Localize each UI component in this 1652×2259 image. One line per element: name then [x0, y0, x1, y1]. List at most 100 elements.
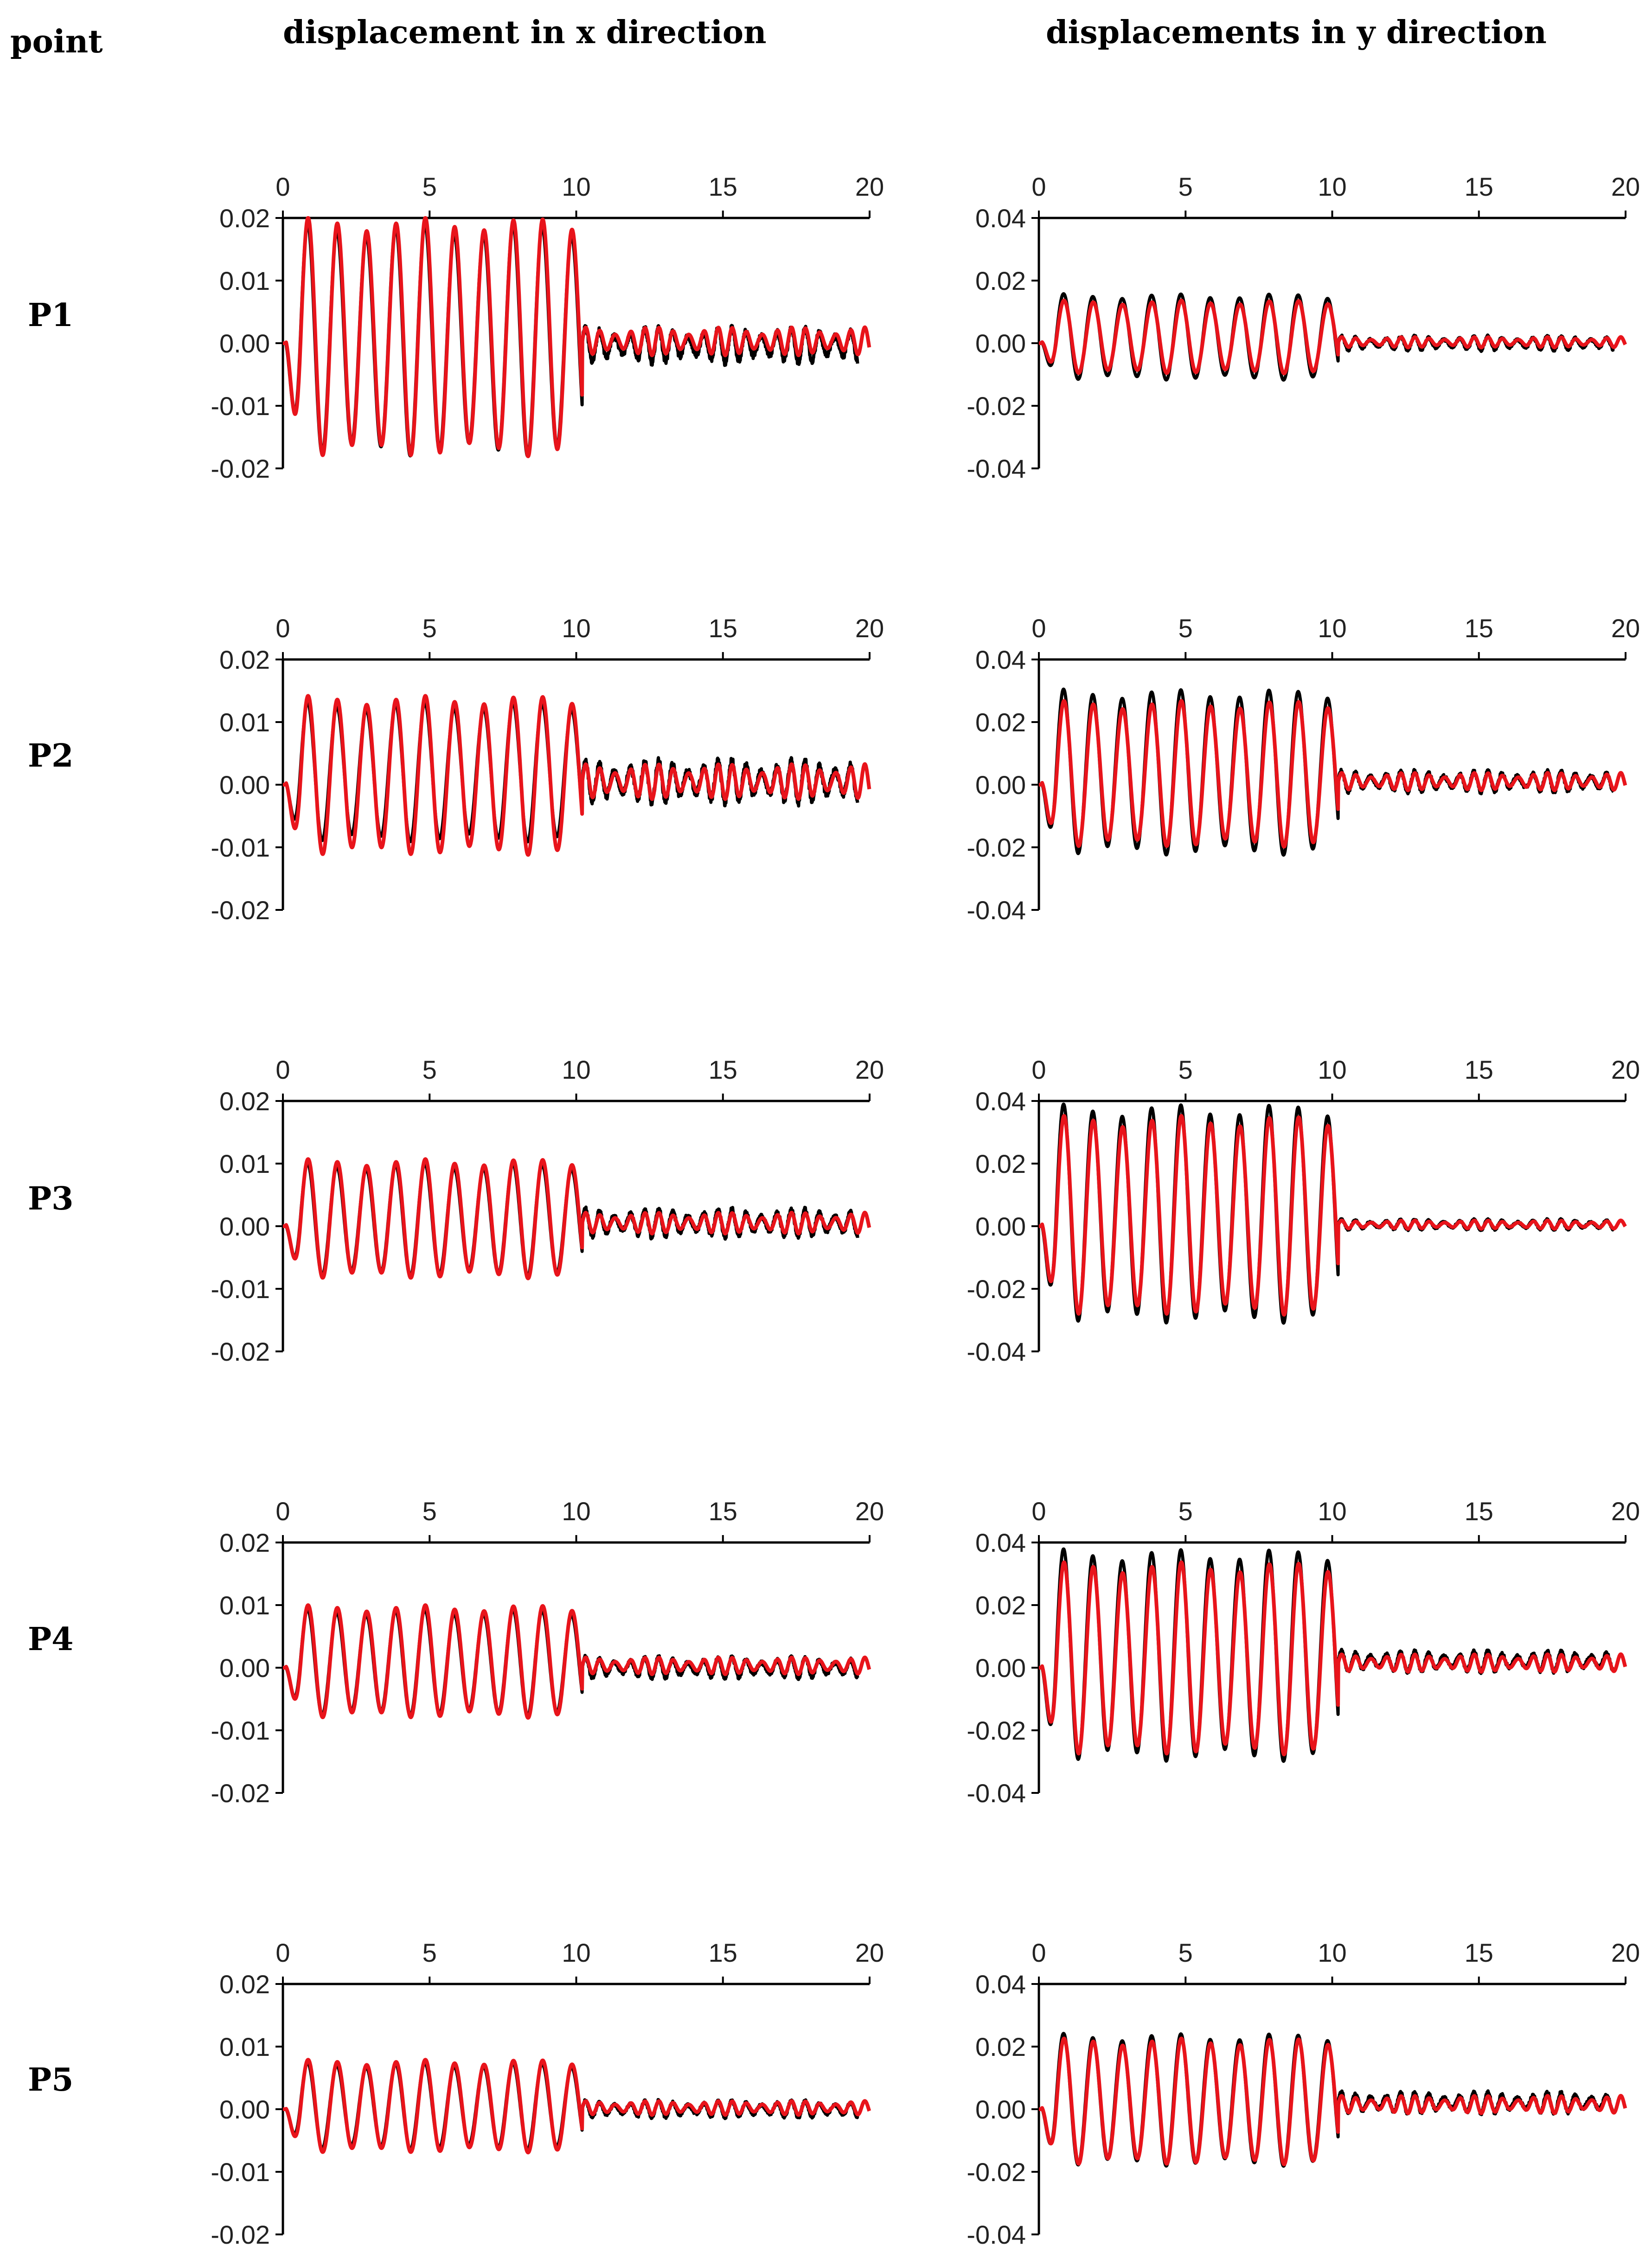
- series-simulated-p5-y: [1037, 2036, 1627, 2166]
- y-tick-label-p1-x: 0.01: [219, 266, 270, 295]
- y-tick-label-p4-y: 0.00: [975, 1653, 1026, 1683]
- y-tick-label-p4-y: -0.04: [967, 1779, 1026, 1808]
- x-tick-label-p1-y: 0: [1031, 172, 1046, 201]
- y-tick-label-p4-x: 0.02: [219, 1528, 270, 1557]
- series-simulated-p4-x: [281, 1603, 871, 1720]
- x-tick-label-p4-x: 15: [709, 1497, 737, 1526]
- y-tick-label-p2-x: 0.01: [219, 708, 270, 737]
- x-tick-label-p4-x: 0: [275, 1497, 290, 1526]
- y-tick-label-p4-y: 0.04: [975, 1528, 1026, 1557]
- y-tick-label-p5-x: 0.02: [219, 1970, 270, 1999]
- x-tick-label-p1-x: 5: [423, 172, 437, 201]
- x-tick-label-p2-y: 15: [1465, 614, 1493, 643]
- x-tick-label-p2-y: 20: [1611, 614, 1640, 643]
- x-tick-label-p2-y: 5: [1178, 614, 1193, 643]
- row-label-p5: P5: [28, 2061, 74, 2099]
- x-tick-label-p4-y: 10: [1318, 1497, 1346, 1526]
- y-tick-label-p5-y: 0.00: [975, 2095, 1026, 2124]
- y-tick-label-p1-x: 0.00: [219, 329, 270, 358]
- y-tick-label-p4-y: -0.02: [967, 1716, 1026, 1745]
- x-tick-label-p2-y: 10: [1318, 614, 1346, 643]
- series-simulated-p2-y: [1037, 699, 1627, 849]
- series-simulated-p1-y: [1037, 298, 1627, 376]
- series-simulated-p4-y: [1037, 1560, 1627, 1757]
- x-tick-label-p2-y: 0: [1031, 614, 1046, 643]
- y-tick-label-p1-y: 0.02: [975, 266, 1026, 295]
- y-tick-label-p2-y: -0.04: [967, 896, 1026, 925]
- y-tick-label-p1-x: 0.02: [219, 204, 270, 233]
- header-x-direction: displacement in x direction: [283, 14, 767, 51]
- row-label-p3: P3: [28, 1180, 74, 1217]
- x-tick-label-p2-x: 20: [855, 614, 884, 643]
- series-simulated-p1-x: [281, 216, 871, 458]
- y-tick-label-p3-y: -0.02: [967, 1274, 1026, 1304]
- x-tick-label-p5-y: 20: [1611, 1938, 1640, 1967]
- y-tick-label-p2-x: 0.00: [219, 770, 270, 800]
- y-tick-label-p3-x: -0.01: [211, 1274, 270, 1304]
- row-label-p2: P2: [28, 737, 74, 774]
- x-tick-label-p2-x: 15: [709, 614, 737, 643]
- x-tick-label-p4-x: 10: [562, 1497, 590, 1526]
- x-tick-label-p5-x: 0: [275, 1938, 290, 1967]
- x-tick-label-p5-y: 0: [1031, 1938, 1046, 1967]
- x-tick-label-p1-y: 20: [1611, 172, 1640, 201]
- y-tick-label-p4-x: 0.01: [219, 1591, 270, 1620]
- x-tick-label-p4-x: 5: [423, 1497, 437, 1526]
- x-tick-label-p2-x: 5: [423, 614, 437, 643]
- x-tick-label-p1-y: 15: [1465, 172, 1493, 201]
- x-tick-label-p5-x: 15: [709, 1938, 737, 1967]
- y-tick-label-p2-y: 0.02: [975, 708, 1026, 737]
- row-label-p1: P1: [28, 297, 74, 334]
- y-tick-label-p5-x: -0.01: [211, 2157, 270, 2187]
- x-tick-label-p3-x: 5: [423, 1055, 437, 1084]
- x-tick-label-p1-x: 10: [562, 172, 590, 201]
- x-tick-label-p4-x: 20: [855, 1497, 884, 1526]
- x-tick-label-p5-x: 20: [855, 1938, 884, 1967]
- y-tick-label-p3-x: 0.00: [219, 1212, 270, 1241]
- series-simulated-p5-x: [281, 2058, 871, 2155]
- x-tick-label-p4-y: 0: [1031, 1497, 1046, 1526]
- x-tick-label-p4-y: 15: [1465, 1497, 1493, 1526]
- y-tick-label-p3-x: 0.02: [219, 1087, 270, 1116]
- y-tick-label-p5-x: 0.00: [219, 2095, 270, 2124]
- x-tick-label-p3-x: 10: [562, 1055, 590, 1084]
- y-tick-label-p2-x: 0.02: [219, 645, 270, 674]
- y-tick-label-p4-x: 0.00: [219, 1653, 270, 1683]
- x-tick-label-p1-y: 10: [1318, 172, 1346, 201]
- x-tick-label-p5-x: 10: [562, 1938, 590, 1967]
- y-tick-label-p1-y: -0.02: [967, 391, 1026, 421]
- y-tick-label-p2-x: -0.01: [211, 833, 270, 862]
- header-y-direction: displacements in y direction: [1046, 14, 1547, 51]
- x-tick-label-p3-x: 15: [709, 1055, 737, 1084]
- y-tick-label-p3-x: 0.01: [219, 1149, 270, 1178]
- x-tick-label-p1-y: 5: [1178, 172, 1193, 201]
- x-tick-label-p3-x: 20: [855, 1055, 884, 1084]
- x-tick-label-p1-x: 20: [855, 172, 884, 201]
- y-tick-label-p5-y: 0.04: [975, 1970, 1026, 1999]
- x-tick-label-p3-y: 0: [1031, 1055, 1046, 1084]
- series-simulated-p2-x: [281, 694, 871, 857]
- x-tick-label-p2-x: 0: [275, 614, 290, 643]
- y-tick-label-p2-y: -0.02: [967, 833, 1026, 862]
- y-tick-label-p1-y: -0.04: [967, 454, 1026, 483]
- y-tick-label-p5-y: 0.02: [975, 2032, 1026, 2061]
- y-tick-label-p2-y: 0.04: [975, 645, 1026, 674]
- x-tick-label-p3-y: 15: [1465, 1055, 1493, 1084]
- y-tick-label-p1-x: -0.01: [211, 391, 270, 421]
- x-tick-label-p5-y: 15: [1465, 1938, 1493, 1967]
- y-tick-label-p4-y: 0.02: [975, 1591, 1026, 1620]
- y-tick-label-p4-x: -0.02: [211, 1779, 270, 1808]
- x-tick-label-p3-x: 0: [275, 1055, 290, 1084]
- y-tick-label-p1-y: 0.00: [975, 329, 1026, 358]
- x-tick-label-p3-y: 20: [1611, 1055, 1640, 1084]
- y-tick-label-p2-x: -0.02: [211, 896, 270, 925]
- y-tick-label-p2-y: 0.00: [975, 770, 1026, 800]
- y-tick-label-p1-y: 0.04: [975, 204, 1026, 233]
- x-tick-label-p3-y: 5: [1178, 1055, 1193, 1084]
- series-simulated-p3-y: [1037, 1114, 1627, 1317]
- y-tick-label-p5-x: -0.02: [211, 2220, 270, 2249]
- x-tick-label-p3-y: 10: [1318, 1055, 1346, 1084]
- y-tick-label-p4-x: -0.01: [211, 1716, 270, 1745]
- y-tick-label-p3-y: 0.00: [975, 1212, 1026, 1241]
